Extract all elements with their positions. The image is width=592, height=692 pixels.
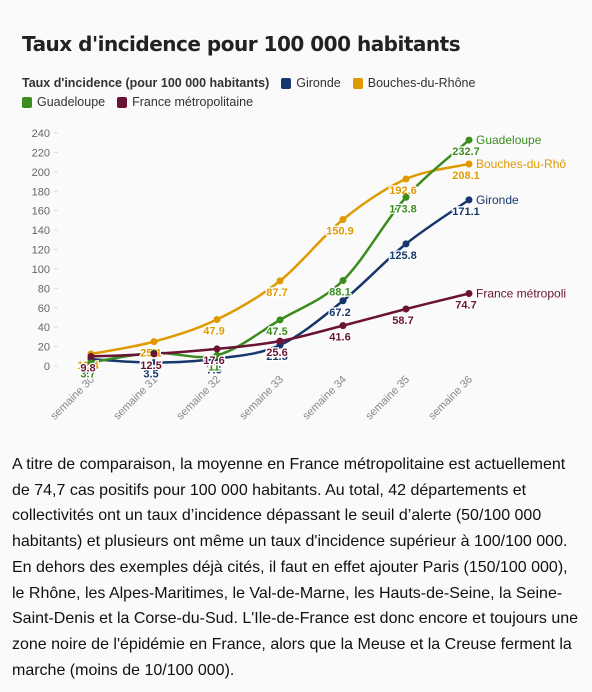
data-label: 17.6 (203, 355, 224, 367)
y-tick-label: 20 (38, 342, 50, 354)
paragraph: A titre de comparaison, la moyenne en Fr… (12, 456, 579, 679)
chart: 0 20 40 60 80 100 120 140 160 180 200 220 240 semaine… (32, 128, 566, 423)
data-label: 150.9 (326, 226, 354, 238)
chart-title: Taux d'incidence pour 100 000 habitants (22, 32, 461, 56)
y-tick-label: 220 (32, 147, 50, 159)
point (150, 359, 158, 367)
legend-label: France métropolitaine (132, 95, 254, 109)
data-label: 13.5 (140, 359, 161, 371)
data-label: 88.1 (329, 286, 350, 298)
data-label: 192.6 (389, 185, 417, 197)
legend-swatch (22, 97, 32, 108)
point (213, 315, 221, 323)
data-label: 173.8 (389, 203, 417, 215)
legend-swatch (352, 78, 363, 89)
point (402, 175, 410, 183)
data-label: 7 (85, 365, 91, 377)
series-end-label: Gironde (476, 193, 519, 207)
legend-item: Gironde (281, 74, 341, 93)
point (87, 352, 95, 360)
legend: Taux d'incidence (pour 100 000 habitants… (22, 74, 562, 112)
data-label: 3.7 (80, 368, 95, 380)
point (402, 240, 410, 248)
data-label: 208.1 (452, 170, 480, 182)
legend-item: France métropolitaine (117, 93, 253, 112)
point (402, 305, 410, 313)
y-tick-label: 200 (32, 167, 50, 179)
point (150, 338, 158, 346)
legend-label: Bouches-du-Rhône (367, 76, 476, 90)
x-tick-label: semaine 35 (363, 374, 412, 423)
point (213, 351, 221, 359)
data-label: 47.9 (203, 325, 224, 337)
point (339, 216, 347, 224)
data-label: 47.5 (266, 326, 287, 338)
series-end-label: Guadeloupe (476, 133, 542, 147)
x-tick-label: semaine 31 (111, 374, 160, 423)
legend-swatch (117, 97, 128, 108)
point (465, 160, 473, 168)
point (339, 297, 347, 305)
point (213, 345, 221, 353)
data-label: 74.7 (455, 299, 476, 311)
y-tick-label: 40 (38, 322, 50, 334)
legend-swatch (281, 78, 292, 89)
legend-item: Bouches-du-Rhône (352, 74, 476, 93)
legend-label: Guadeloupe (37, 95, 106, 109)
data-label: 171.1 (452, 206, 480, 218)
data-label: 21.5 (266, 351, 287, 363)
y-tick-label: 140 (32, 225, 50, 237)
series-end-label: France métropolitaine (476, 286, 566, 300)
data-label: 67.2 (329, 307, 350, 319)
point (276, 277, 284, 285)
legend-label: Gironde (296, 76, 341, 90)
data-label: 87.7 (266, 287, 287, 299)
legend-item: Guadeloupe (22, 93, 105, 112)
point (339, 322, 347, 330)
y-tick-label: 100 (32, 264, 50, 276)
y-tick-label: 80 (38, 283, 50, 295)
point (402, 193, 410, 201)
x-tick-label: semaine 33 (237, 374, 286, 423)
data-label: 7.6 (206, 365, 221, 377)
y-tick-label: 240 (32, 128, 50, 140)
data-label: 11 (208, 361, 220, 373)
data-label: 9.8 (80, 362, 95, 374)
y-tick-label: 180 (32, 186, 50, 198)
data-label: 25.6 (266, 347, 287, 359)
point (465, 136, 473, 144)
data-label: 58.7 (392, 315, 413, 327)
y-tick-label: 120 (32, 245, 50, 257)
x-tick-label: semaine 30 (48, 374, 97, 423)
data-label: 41.6 (329, 332, 350, 344)
point (465, 289, 473, 297)
legend-title: Taux d'incidence (pour 100 000 habitants… (22, 76, 270, 90)
x-tick-label: semaine 34 (300, 374, 349, 423)
point (339, 276, 347, 284)
x-tick-label: semaine 36 (426, 374, 475, 423)
point (276, 316, 284, 324)
point (150, 350, 158, 358)
point (87, 358, 95, 366)
data-label: 3.5 (143, 369, 158, 381)
series-end-label: Bouches-du-Rhône (476, 157, 566, 171)
data-label: 12.5 (140, 360, 161, 372)
data-label: 232.7 (452, 146, 480, 158)
point (276, 337, 284, 345)
x-tick-label: semaine 32 (174, 374, 223, 423)
data-label: 125.8 (389, 250, 417, 262)
y-tick-label: 0 (44, 361, 50, 373)
y-tick-label: 60 (38, 303, 50, 315)
y-tick-label: 160 (32, 206, 50, 218)
point (465, 196, 473, 204)
